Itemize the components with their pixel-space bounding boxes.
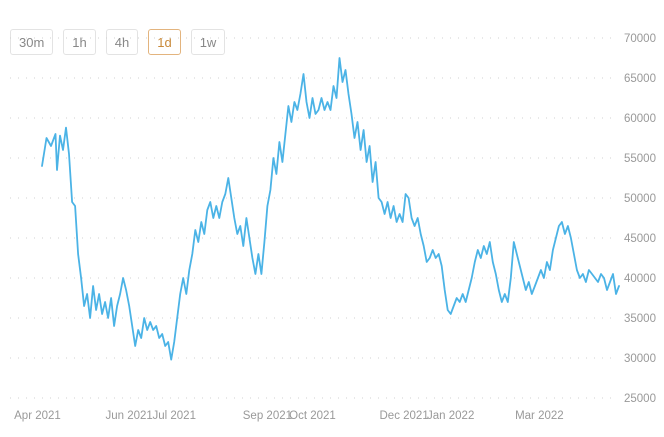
y-tick-label: 25000 bbox=[624, 393, 656, 405]
y-tick-label: 35000 bbox=[624, 313, 656, 325]
x-tick-label: Oct 2021 bbox=[289, 410, 336, 422]
x-tick-label: Mar 2022 bbox=[515, 410, 564, 422]
y-tick-label: 70000 bbox=[624, 33, 656, 45]
y-tick-label: 45000 bbox=[624, 233, 656, 245]
x-tick-label: Dec 2021 bbox=[380, 410, 429, 422]
x-tick-label: Jun 2021 bbox=[105, 410, 152, 422]
x-tick-label: Sep 2021 bbox=[243, 410, 292, 422]
price-series-line bbox=[41, 57, 620, 361]
timeframe-4h-button[interactable]: 4h bbox=[105, 29, 139, 55]
x-tick-label: Apr 2021 bbox=[14, 410, 61, 422]
y-tick-label: 40000 bbox=[624, 273, 656, 285]
y-tick-label: 30000 bbox=[624, 353, 656, 365]
y-tick-label: 50000 bbox=[624, 193, 656, 205]
y-tick-label: 55000 bbox=[624, 153, 656, 165]
timeframe-selector: 30m 1h 4h 1d 1w bbox=[10, 29, 226, 55]
timeframe-1w-button[interactable]: 1w bbox=[190, 29, 226, 55]
x-tick-label: Jul 2021 bbox=[152, 410, 195, 422]
x-tick-label: Jan 2022 bbox=[427, 410, 474, 422]
timeframe-1h-button[interactable]: 1h bbox=[63, 29, 96, 55]
timeframe-1d-button[interactable]: 1d bbox=[148, 29, 181, 55]
timeframe-30m-button[interactable]: 30m bbox=[10, 29, 54, 55]
y-tick-label: 65000 bbox=[624, 73, 656, 85]
y-tick-label: 60000 bbox=[624, 113, 656, 125]
